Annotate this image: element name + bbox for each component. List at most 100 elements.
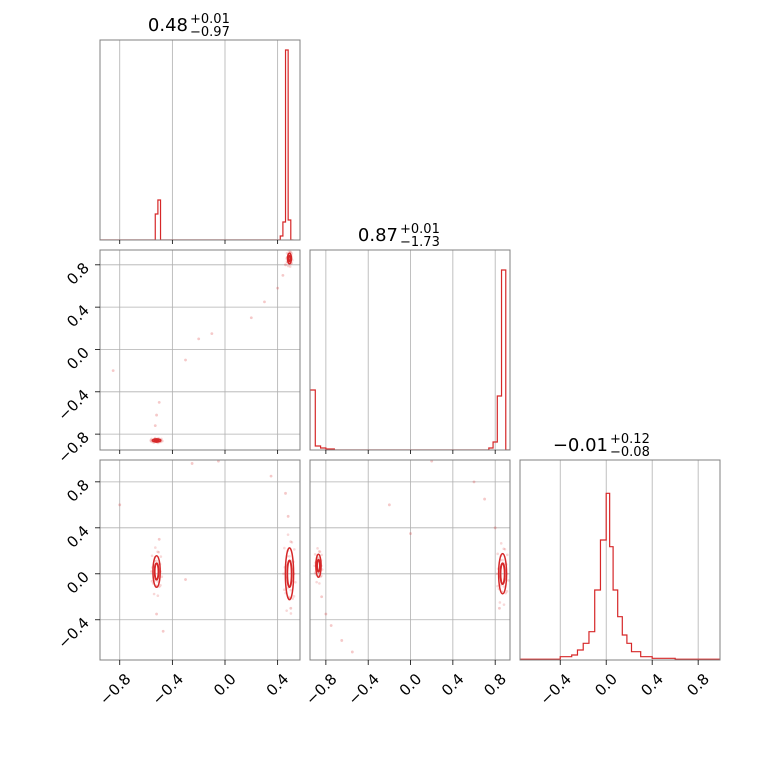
y-tick-label: 0.0 [63,568,93,598]
title-1: 0.87 +0.01−1.73 [358,222,440,250]
title-layer: 0.48 +0.01−0.970.87 +0.01−1.73−0.01 +0.12−0… [148,12,650,460]
y-tick-label: 0.4 [63,522,93,552]
scatter-point [316,547,319,550]
scatter-point [118,503,122,507]
scatter-point [156,580,159,583]
y-tick-label: −0.8 [54,428,92,466]
scatter-point [502,585,506,588]
scatter-point [152,592,156,596]
pair-panel-2 [313,460,510,654]
title-2: −0.01 +0.12−0.08 [553,432,650,460]
scatter-point [294,580,297,584]
scatter-point [502,603,506,606]
scatter-point [282,588,286,592]
frame-layer [99,39,721,661]
scatter-point [289,588,293,592]
scatter-point [289,612,293,615]
x-tick-label: 0.4 [438,670,468,700]
contour-outer [284,547,295,601]
scatter-point [317,556,320,560]
title-value: 0.87 [358,225,398,246]
pair-panel-0 [111,250,294,445]
scatter-point [289,540,292,543]
scatter-point [315,580,318,584]
scatter-point [155,559,158,563]
scatter-point [159,583,162,587]
title-value: −0.01 [553,435,608,456]
scatter-point [318,550,322,554]
scatter-point [317,550,321,553]
scatter-point [495,572,499,576]
title-plus: +0.01 [400,222,440,237]
x-tick-label: 0.8 [480,670,510,700]
scatter-point [249,316,253,320]
scatter-point [282,572,285,576]
y-tick-label: 0.4 [63,301,93,331]
scatter-point [161,629,165,633]
scatter-point [269,474,273,478]
x-tick-label: −0.4 [344,670,382,708]
y-tick-label: 0.0 [63,344,93,374]
contour-outer [286,252,293,265]
scatter-point [150,554,154,558]
scatter-point [210,332,214,335]
scatter-point [154,546,157,549]
scatter-point [288,265,292,268]
x-tick-label: −0.4 [149,670,187,708]
scatter-point [157,400,161,404]
scatter-point [263,300,266,304]
y-tick-label: 0.8 [63,476,93,506]
scatter-point [286,586,289,590]
scatter-point [184,578,187,581]
scatter-point [503,547,507,551]
scatter-point [197,337,201,341]
scatter-point [286,514,290,518]
contour-inner [153,438,160,443]
x-tick-label: 0.0 [210,670,240,700]
scatter-point [155,612,158,616]
scatter-point [498,606,501,610]
title-plus: +0.01 [190,12,230,27]
scatter-point [159,555,163,558]
scatter-point [289,606,293,610]
scatter-point [157,537,161,541]
scatter-point [156,550,159,554]
scatter-point [320,553,323,557]
scatter-point [157,550,161,554]
x-tick-label: 0.0 [396,670,426,700]
scatter-point [217,460,220,463]
contour-inner [499,562,506,586]
scatter-point [350,650,354,654]
scatter-point [504,591,507,595]
scatter-point [149,439,152,442]
contour-inner [287,254,292,263]
scatter-point [286,533,290,536]
scatter-point [496,552,499,556]
scatter-point [161,439,164,443]
title-minus: −1.73 [400,235,440,250]
title-plus: +0.12 [610,432,650,447]
contour-inner [286,559,293,589]
x-tick-label: 0.8 [683,670,713,700]
tick-layer: −0.8 −0.4 0.0 0.4 −0.8 −0.4 0.0 0.4 0.8 −0.4 0.0 0.… [54,240,713,709]
histogram-line-1 [310,269,510,450]
y-tick-label: 0.8 [63,259,93,289]
scatter-point [111,369,115,373]
scatter-point [313,553,317,556]
panel-frame-1-1 [309,249,511,451]
data-layer [100,49,720,660]
x-tick-label: 0.4 [263,670,293,700]
scatter-point [150,579,154,583]
contour-outer [497,552,508,595]
scatter-point [291,597,294,600]
grid-layer [100,40,699,660]
scatter-point [184,358,187,362]
scatter-point [155,413,158,417]
scatter-point [284,491,287,495]
scatter-point [387,503,391,507]
scatter-point [286,264,290,268]
contour-outer [315,553,322,578]
contour-inner [153,562,160,581]
pair-panel-1 [118,460,297,633]
scatter-point [496,584,499,588]
